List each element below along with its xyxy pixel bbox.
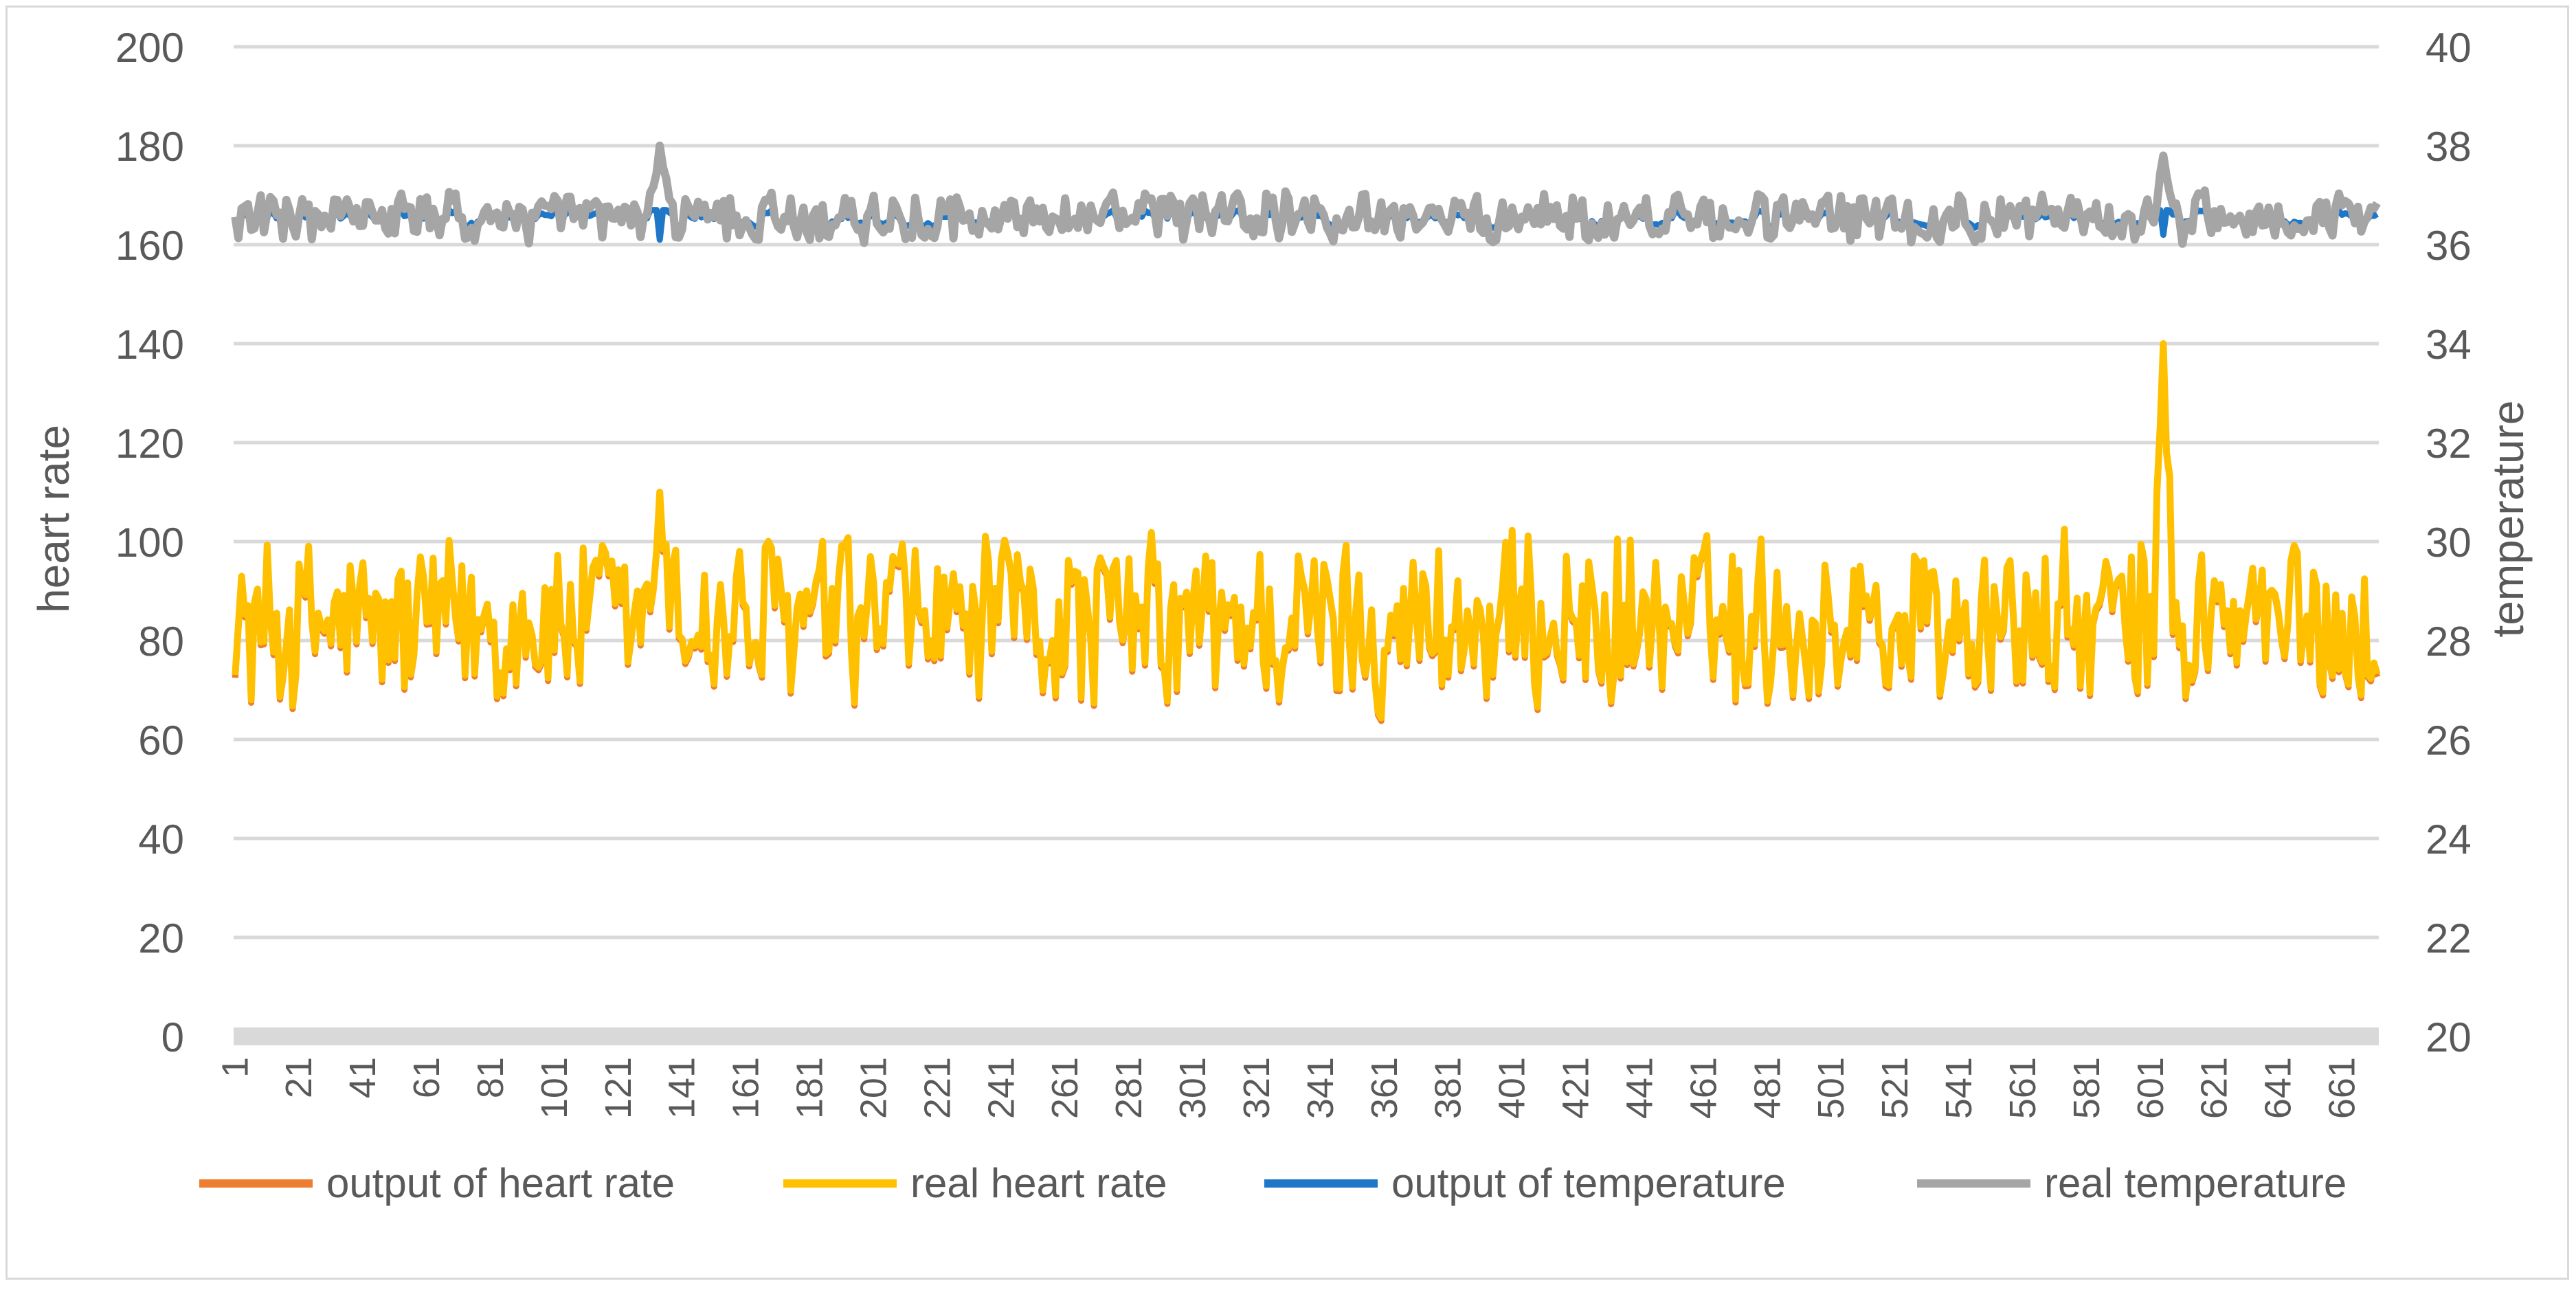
y2-tick-label: 40 bbox=[2426, 25, 2472, 71]
y-tick-label: 40 bbox=[138, 816, 184, 863]
x-tick-label: 241 bbox=[981, 1057, 1022, 1119]
y2-tick-label: 34 bbox=[2426, 322, 2472, 368]
y-tick-label: 180 bbox=[115, 124, 184, 170]
x-tick-label: 361 bbox=[1364, 1057, 1405, 1119]
y2-tick-label: 28 bbox=[2426, 619, 2472, 665]
legend-item: real heart rate bbox=[783, 1160, 1167, 1206]
legend-item: output of temperature bbox=[1264, 1160, 1786, 1206]
y-tick-label: 20 bbox=[138, 915, 184, 961]
x-tick-label: 461 bbox=[1683, 1057, 1724, 1119]
x-tick-label: 181 bbox=[789, 1057, 831, 1119]
x-tick-label: 501 bbox=[1811, 1057, 1852, 1119]
y-axis-title: heart rate bbox=[29, 425, 78, 613]
y2-tick-label: 38 bbox=[2426, 124, 2472, 170]
y-tick-label: 100 bbox=[115, 520, 184, 566]
y2-tick-label: 36 bbox=[2426, 223, 2472, 269]
gridlines bbox=[234, 45, 2379, 939]
x-tick-label: 341 bbox=[1300, 1057, 1341, 1119]
y-tick-label: 120 bbox=[115, 421, 184, 467]
legend-item: output of heart rate bbox=[199, 1160, 675, 1206]
x-tick-label: 321 bbox=[1236, 1057, 1277, 1119]
y2-tick-label: 26 bbox=[2426, 718, 2472, 764]
y-tick-label: 160 bbox=[115, 223, 184, 269]
x-tick-label: 601 bbox=[2130, 1057, 2171, 1119]
y2-tick-label: 22 bbox=[2426, 915, 2472, 961]
x-tick-label: 301 bbox=[1172, 1057, 1213, 1119]
x-tick-label: 261 bbox=[1044, 1057, 1086, 1119]
series-line-real-heart-rate bbox=[232, 340, 2381, 722]
x-tick-label: 541 bbox=[1938, 1057, 1980, 1119]
x-tick-label: 121 bbox=[598, 1057, 639, 1119]
legend-label: real temperature bbox=[2044, 1160, 2347, 1206]
x-tick-label: 481 bbox=[1747, 1057, 1788, 1119]
x-tick-label: 641 bbox=[2258, 1057, 2299, 1119]
x-axis: 1 21 41 61 81 101 121 141 161 181 201 221 241 261 281 3… bbox=[214, 1027, 2379, 1119]
x-tick-label: 221 bbox=[917, 1057, 958, 1119]
y-tick-label: 140 bbox=[115, 322, 184, 368]
x-tick-label: 421 bbox=[1556, 1057, 1597, 1119]
y-tick-label: 80 bbox=[138, 619, 184, 665]
legend-label: real heart rate bbox=[910, 1160, 1167, 1206]
x-tick-label: 1 bbox=[214, 1057, 256, 1078]
y-axis-right: 20 22 24 26 28 30 32 34 36 38 40 bbox=[2426, 25, 2472, 1060]
x-tick-label: 81 bbox=[470, 1057, 511, 1098]
y2-tick-label: 32 bbox=[2426, 421, 2472, 467]
x-tick-label: 561 bbox=[2002, 1057, 2043, 1119]
y2-tick-label: 24 bbox=[2426, 816, 2472, 863]
y-tick-label: 60 bbox=[138, 718, 184, 764]
x-tick-label: 41 bbox=[342, 1057, 383, 1098]
y-axis-left: 0 20 40 60 80 100 120 140 160 180 200 bbox=[115, 25, 184, 1060]
x-tick-label: 21 bbox=[278, 1057, 320, 1098]
x-tick-label: 401 bbox=[1492, 1057, 1533, 1119]
x-tick-label: 161 bbox=[726, 1057, 767, 1119]
chart-frame bbox=[5, 5, 2569, 1280]
series-lines bbox=[231, 142, 2381, 724]
legend-label: output of temperature bbox=[1391, 1160, 1786, 1206]
legend-item: real temperature bbox=[1917, 1160, 2347, 1206]
y2-tick-label: 20 bbox=[2426, 1014, 2472, 1060]
x-tick-label: 441 bbox=[1619, 1057, 1660, 1119]
y2-tick-label: 30 bbox=[2426, 520, 2472, 566]
x-tick-label: 381 bbox=[1428, 1057, 1469, 1119]
x-tick-label: 581 bbox=[2066, 1057, 2107, 1119]
series-line-real-temperature bbox=[231, 142, 2381, 248]
legend: output of heart rate real heart rate outpu… bbox=[199, 1160, 2347, 1206]
legend-label: output of heart rate bbox=[326, 1160, 675, 1206]
x-tick-label: 621 bbox=[2194, 1057, 2235, 1119]
x-tick-label: 101 bbox=[534, 1057, 575, 1119]
x-tick-label: 61 bbox=[406, 1057, 447, 1098]
x-tick-label: 141 bbox=[662, 1057, 703, 1119]
x-tick-label: 661 bbox=[2322, 1057, 2363, 1119]
y-tick-label: 200 bbox=[115, 25, 184, 71]
x-tick-label: 281 bbox=[1108, 1057, 1150, 1119]
x-tick-label: 201 bbox=[853, 1057, 894, 1119]
y2-axis-title: temperature bbox=[2483, 400, 2533, 637]
y-tick-label: 0 bbox=[161, 1014, 184, 1060]
x-tick-label: 521 bbox=[1874, 1057, 1916, 1119]
